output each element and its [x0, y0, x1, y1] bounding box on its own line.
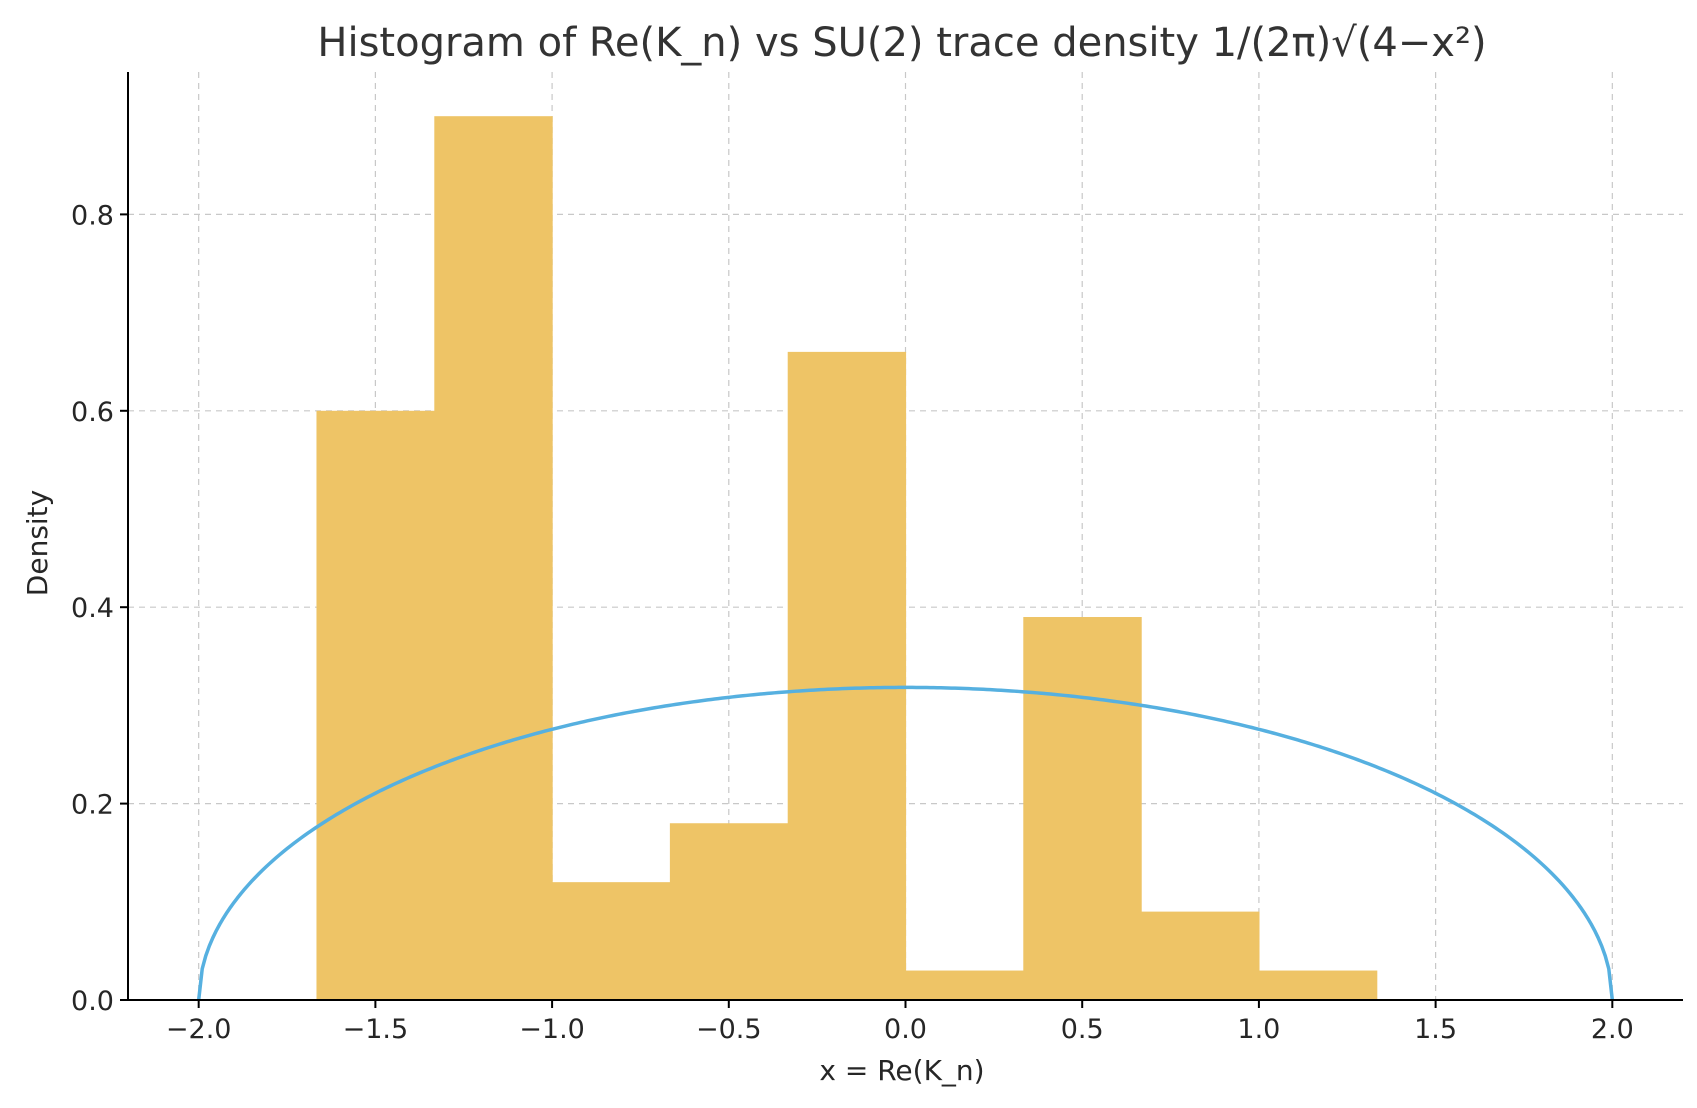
x-tick-label-4: 0.0 [884, 1014, 927, 1045]
y-tick-label-1: 0.2 [71, 790, 114, 821]
y-axis-label: Density [21, 490, 54, 596]
x-tick-label-8: 2.0 [1591, 1014, 1634, 1045]
x-tick-label-0: −2.0 [166, 1014, 232, 1045]
x-tick-label-2: −1.0 [519, 1014, 585, 1045]
x-tick-label-5: 0.5 [1061, 1014, 1104, 1045]
y-tick-label-0: 0.0 [71, 986, 114, 1017]
y-tick-label-2: 0.4 [71, 593, 114, 624]
histogram-bar-0 [316, 410, 435, 1000]
x-axis-ticks: −2.0 −1.5 −1.0 −0.5 0.0 0.5 1.0 1.5 2.0 [166, 1000, 1634, 1045]
histogram-bar-8 [1258, 970, 1378, 1000]
density-curve-group [196, 685, 1615, 1001]
histogram-bar-2 [552, 882, 671, 1000]
x-tick-label-7: 1.5 [1414, 1014, 1457, 1045]
chart-title: Histogram of Re(K_n) vs SU(2) trace dens… [317, 20, 1486, 66]
x-tick-label-3: −0.5 [696, 1014, 762, 1045]
histogram-bar-1 [434, 116, 553, 1000]
histogram-bar-4 [787, 351, 907, 1000]
x-tick-label-6: 1.0 [1237, 1014, 1280, 1045]
histogram-bar-6 [1023, 617, 1142, 1000]
y-axis-ticks: 0.0 0.2 0.4 0.6 0.8 [71, 200, 128, 1017]
histogram-bar-3 [669, 823, 789, 1000]
y-tick-label-3: 0.6 [71, 397, 114, 428]
histogram-bar-7 [1141, 911, 1260, 1000]
x-axis-label: x = Re(K_n) [819, 1054, 984, 1087]
x-tick-label-1: −1.5 [343, 1014, 409, 1045]
histogram-bar-5 [905, 970, 1024, 1000]
density-curve [196, 685, 1615, 1001]
histogram-bars [316, 116, 1378, 1000]
y-tick-label-4: 0.8 [71, 200, 114, 231]
